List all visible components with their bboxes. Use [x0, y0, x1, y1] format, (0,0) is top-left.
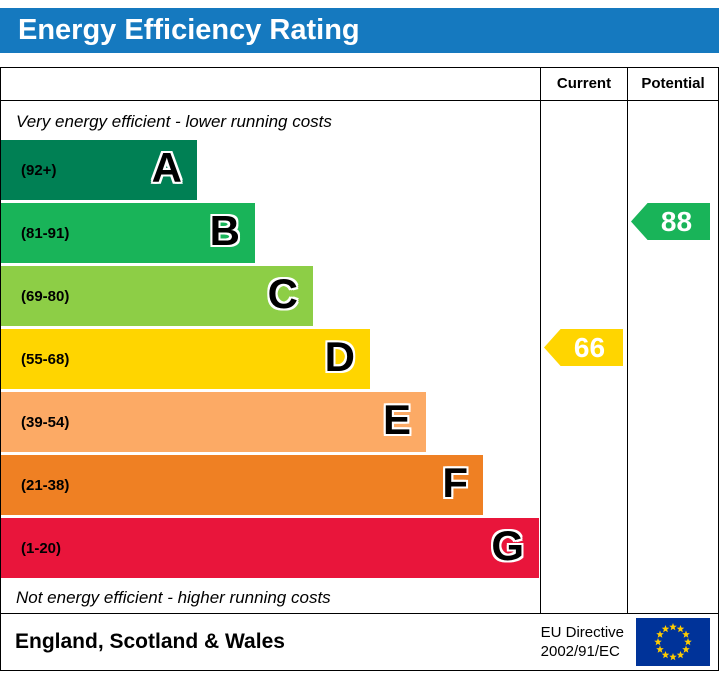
top-note: Very energy efficient - lower running co… [16, 112, 332, 131]
potential-column-header: Potential [627, 68, 718, 101]
potential-column: 88 [627, 101, 718, 613]
current-pointer: 66 [544, 329, 623, 366]
rating-band-bar: (92+) A [1, 140, 197, 200]
band-range-label: (81-91) [21, 224, 70, 242]
rating-scale: Very energy efficient - lower running co… [1, 101, 540, 613]
band-letter: E [382, 396, 411, 444]
band-range-label: (55-68) [21, 350, 70, 368]
potential-pointer: 88 [631, 203, 710, 240]
rating-band-a: (92+) A [1, 140, 540, 200]
header-spacer [1, 68, 540, 101]
bottom-note: Not energy efficient - higher running co… [16, 588, 331, 607]
rating-band-bar: (1-20) G [1, 518, 539, 578]
rating-band-bar: (21-38) F [1, 455, 483, 515]
eu-directive-line2: 2002/91/EC [540, 643, 620, 660]
band-range-label: (39-54) [21, 413, 70, 431]
rating-band-bar: (55-68) D [1, 329, 370, 389]
eu-directive-label: EU Directive 2002/91/EC [541, 623, 624, 662]
epc-chart: Current Potential Very energy efficient … [0, 67, 719, 671]
page-title: Energy Efficiency Rating [0, 8, 719, 53]
rating-band-f: (21-38) F [1, 455, 540, 515]
current-column-header: Current [540, 68, 627, 101]
rating-band-bar: (39-54) E [1, 392, 426, 452]
band-letter: D [324, 333, 355, 381]
band-range-label: (21-38) [21, 476, 70, 494]
footer: England, Scotland & Wales EU Directive 2… [1, 613, 718, 670]
band-letter: C [267, 270, 298, 318]
band-range-label: (92+) [21, 161, 57, 179]
band-letter: F [442, 459, 468, 507]
eu-directive-line1: EU Directive [540, 623, 624, 641]
band-range-label: (69-80) [21, 287, 70, 305]
rating-band-g: (1-20) G [1, 518, 540, 578]
band-letter: B [209, 207, 240, 255]
rating-band-bar: (81-91) B [1, 203, 255, 263]
rating-band-d: (55-68) D [1, 329, 540, 389]
eu-flag-icon [636, 618, 710, 666]
band-range-label: (1-20) [21, 539, 62, 557]
region-label: England, Scotland & Wales [15, 630, 285, 653]
current-value: 66 [573, 331, 606, 363]
current-column: 66 [540, 101, 627, 613]
epc-grid: Current Potential Very energy efficient … [1, 68, 718, 613]
band-letter: G [491, 522, 524, 570]
rating-band-b: (81-91) B [1, 203, 540, 263]
rating-band-e: (39-54) E [1, 392, 540, 452]
potential-value: 88 [660, 205, 693, 237]
band-letter: A [151, 144, 182, 192]
rating-band-bar: (69-80) C [1, 266, 313, 326]
rating-band-c: (69-80) C [1, 266, 540, 326]
